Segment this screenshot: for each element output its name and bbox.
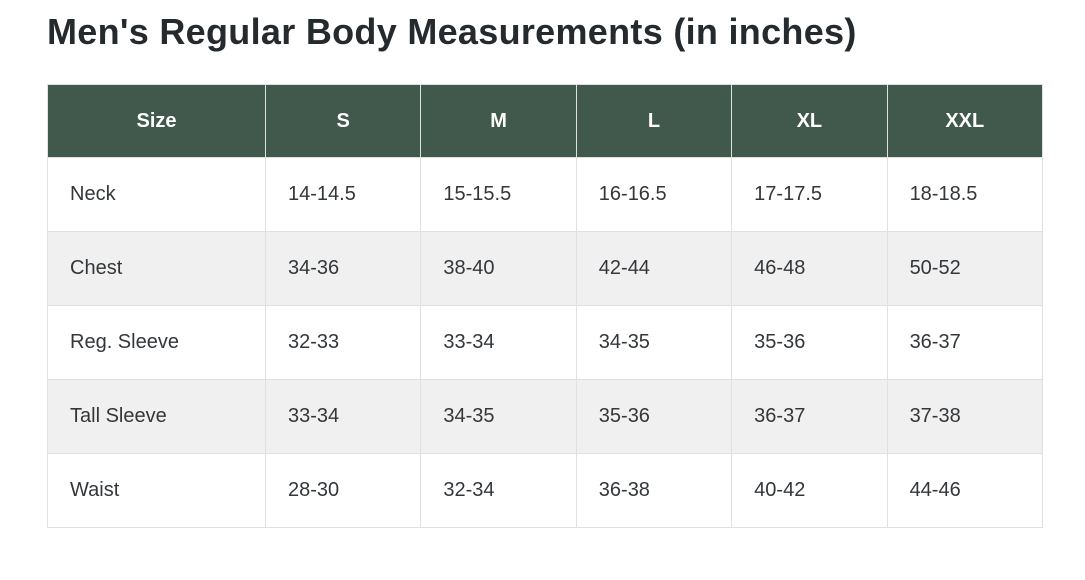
measurement-cell: 17-17.5: [731, 157, 888, 233]
row-label: Tall Sleeve: [47, 379, 266, 455]
measurement-cell: 35-36: [575, 379, 733, 455]
header-row: Size S M L XL XXL: [47, 84, 1044, 159]
measurement-cell: 36-38: [575, 453, 733, 529]
measurement-cell: 42-44: [575, 231, 733, 307]
measurement-cell: 18-18.5: [886, 157, 1044, 233]
measurement-cell: 38-40: [420, 231, 577, 307]
measurement-cell: 36-37: [731, 379, 888, 455]
column-header-xxl: XXL: [886, 84, 1044, 159]
table-row-neck: Neck 14-14.5 15-15.5 16-16.5 17-17.5 18-…: [47, 157, 1044, 233]
measurement-cell: 32-33: [264, 305, 422, 381]
measurement-cell: 16-16.5: [575, 157, 733, 233]
measurement-cell: 15-15.5: [420, 157, 577, 233]
measurement-cell: 34-36: [264, 231, 422, 307]
row-label: Chest: [47, 231, 266, 307]
measurement-cell: 14-14.5: [264, 157, 422, 233]
measurement-cell: 33-34: [264, 379, 422, 455]
column-header-xl: XL: [731, 84, 888, 159]
table-row-waist: Waist 28-30 32-34 36-38 40-42 44-46: [47, 453, 1044, 529]
column-header-s: S: [264, 84, 422, 159]
measurement-cell: 33-34: [420, 305, 577, 381]
row-label: Waist: [47, 453, 266, 529]
measurement-cell: 35-36: [731, 305, 888, 381]
table-row-reg-sleeve: Reg. Sleeve 32-33 33-34 34-35 35-36 36-3…: [47, 305, 1044, 381]
column-header-l: L: [575, 84, 733, 159]
measurement-cell: 32-34: [420, 453, 577, 529]
measurement-cell: 34-35: [420, 379, 577, 455]
measurement-cell: 50-52: [886, 231, 1044, 307]
measurement-cell: 40-42: [731, 453, 888, 529]
measurement-cell: 46-48: [731, 231, 888, 307]
page-title: Men's Regular Body Measurements (in inch…: [47, 11, 857, 52]
measurement-cell: 36-37: [886, 305, 1044, 381]
table-row-chest: Chest 34-36 38-40 42-44 46-48 50-52: [47, 231, 1044, 307]
measurement-cell: 34-35: [575, 305, 733, 381]
row-label: Reg. Sleeve: [47, 305, 266, 381]
column-header-m: M: [420, 84, 577, 159]
measurement-cell: 37-38: [886, 379, 1044, 455]
measurements-table: Size S M L XL XXL Neck 14-14.5 15-15.5 1…: [47, 84, 1044, 529]
measurement-cell: 28-30: [264, 453, 422, 529]
column-header-size: Size: [47, 84, 266, 159]
row-label: Neck: [47, 157, 266, 233]
table-row-tall-sleeve: Tall Sleeve 33-34 34-35 35-36 36-37 37-3…: [47, 379, 1044, 455]
measurement-cell: 44-46: [886, 453, 1044, 529]
